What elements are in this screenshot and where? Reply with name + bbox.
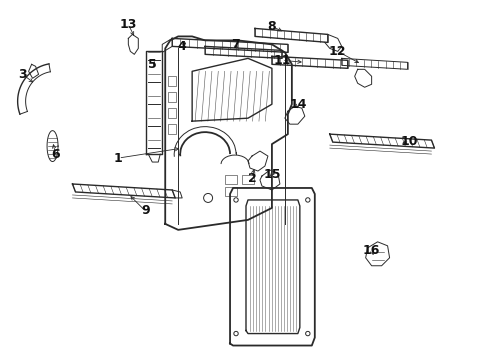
- Text: 15: 15: [263, 167, 280, 180]
- Bar: [168, 124, 176, 134]
- Bar: [168, 108, 176, 118]
- Text: 4: 4: [178, 40, 186, 53]
- Text: 11: 11: [273, 54, 290, 67]
- Text: 1: 1: [114, 152, 122, 165]
- Text: 7: 7: [230, 38, 239, 51]
- Text: 16: 16: [362, 244, 380, 257]
- Bar: [224, 175, 237, 184]
- Text: 2: 2: [247, 171, 256, 185]
- Text: 6: 6: [51, 148, 60, 161]
- Text: 12: 12: [328, 45, 346, 58]
- Text: 13: 13: [120, 18, 137, 31]
- Text: 10: 10: [400, 135, 417, 148]
- Bar: [168, 92, 176, 102]
- Text: 5: 5: [147, 58, 156, 71]
- Bar: [242, 175, 253, 184]
- Text: 3: 3: [18, 68, 27, 81]
- Text: 9: 9: [141, 204, 149, 217]
- Bar: [224, 187, 237, 196]
- Text: 8: 8: [267, 20, 276, 33]
- Text: 14: 14: [288, 98, 306, 111]
- Bar: [168, 76, 176, 86]
